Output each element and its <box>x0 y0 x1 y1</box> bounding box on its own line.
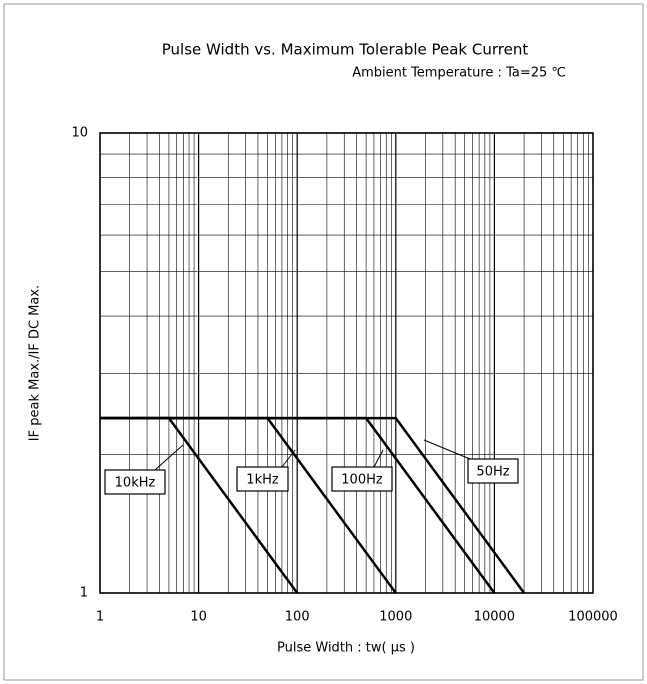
x-tick-label: 1000 <box>379 610 412 625</box>
leader-line <box>373 449 384 468</box>
y-axis-label: IF peak Max./IF DC Max. <box>28 285 43 441</box>
legend-label: 10kHz <box>115 476 156 491</box>
x-tick-label: 100 <box>285 610 310 625</box>
leader-line <box>154 444 184 471</box>
legend-box <box>236 466 289 492</box>
legend-box <box>104 469 166 495</box>
legend-label: 50Hz <box>476 465 509 480</box>
x-tick-label: 10 <box>190 610 207 625</box>
frame <box>3 3 644 681</box>
x-tick-label: 100000 <box>568 610 618 625</box>
series-line <box>100 416 397 594</box>
plot-frame <box>99 132 594 594</box>
leader-line <box>423 439 471 460</box>
leader-line <box>281 449 296 468</box>
chart-subtitle: Ambient Temperature : Ta=25 ℃ <box>352 66 566 81</box>
series-line <box>100 416 526 594</box>
x-tick-label: 1 <box>96 610 104 625</box>
x-axis-label: Pulse Width : tw( μs ) <box>277 641 415 656</box>
y-tick-label: 1 <box>80 586 88 601</box>
chart-title: Pulse Width vs. Maximum Tolerable Peak C… <box>162 41 529 59</box>
y-tick-label: 10 <box>71 126 88 141</box>
legend-box <box>331 466 393 492</box>
legend-label: 100Hz <box>341 473 383 488</box>
x-tick-label: 10000 <box>474 610 515 625</box>
legend-box <box>467 458 519 484</box>
legend-label: 1kHz <box>246 473 279 488</box>
